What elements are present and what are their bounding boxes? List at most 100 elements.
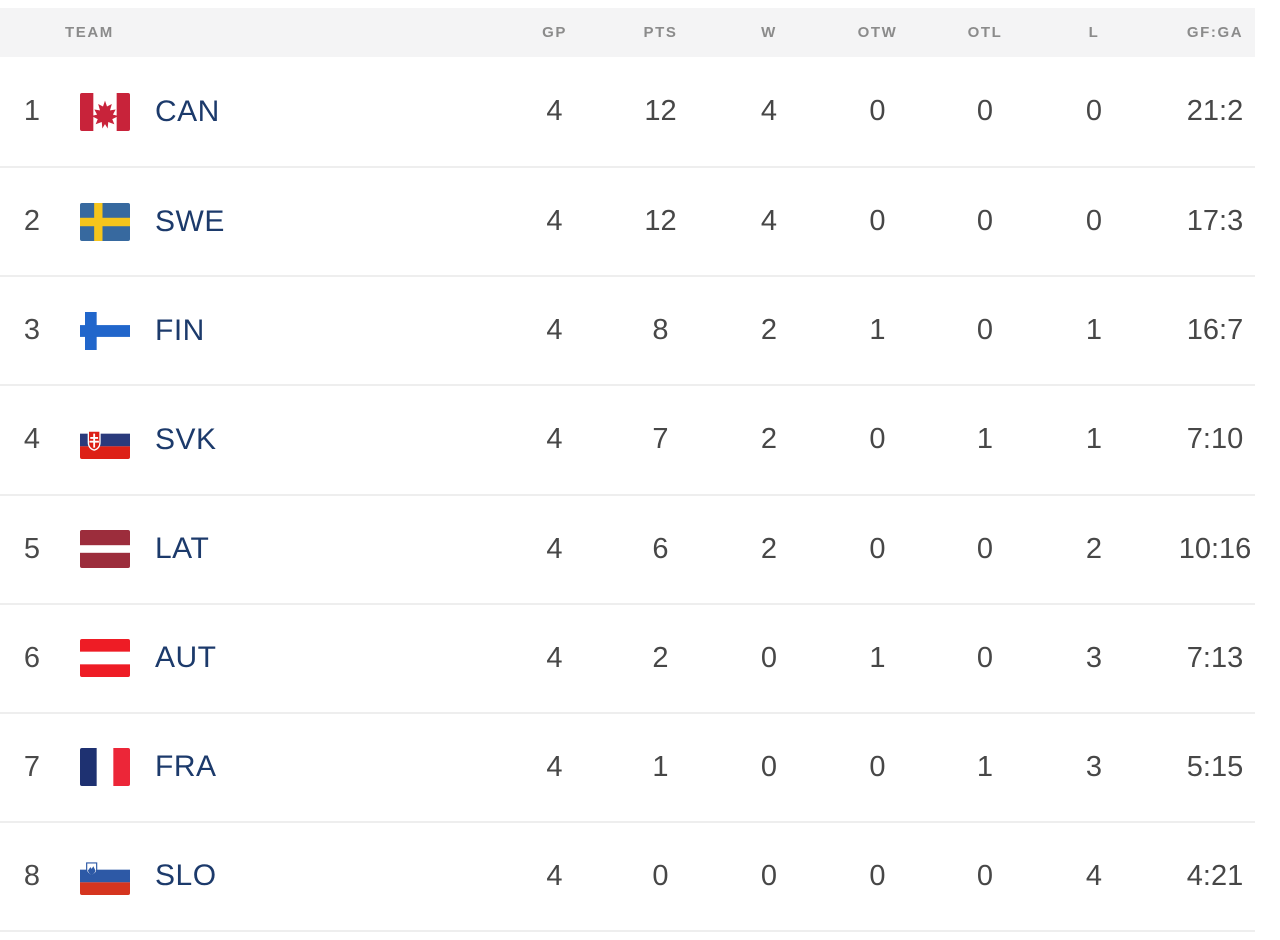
otw-cell: 0 xyxy=(869,205,886,238)
header-cell-otl: OTL xyxy=(967,24,1003,41)
team-code: FRA xyxy=(155,750,217,784)
pts-cell: 12 xyxy=(644,205,677,238)
table-row[interactable]: 5 LAT 4 6 2 0 0 2 10:16 xyxy=(0,493,1255,603)
flag-cell xyxy=(64,530,146,569)
gfga-cell: 17:3 xyxy=(1186,205,1244,238)
rank-cell: 3 xyxy=(23,314,41,347)
rank-cell: 1 xyxy=(23,95,41,128)
table-row[interactable]: 8 SLO 4 0 0 0 0 4 4:21 xyxy=(0,820,1255,930)
table-row[interactable]: 2 SWE 4 12 4 0 0 0 17:3 xyxy=(0,166,1255,275)
otw-cell: 1 xyxy=(869,314,886,347)
flag-fin-icon xyxy=(80,311,130,350)
rank-cell: 2 xyxy=(23,205,41,238)
gfga-cell: 7:13 xyxy=(1186,641,1244,674)
otl-cell: 1 xyxy=(976,423,994,456)
otw-cell: 1 xyxy=(869,641,886,674)
otw-cell: 0 xyxy=(869,423,886,456)
flag-cell xyxy=(64,92,146,131)
table-header: TEAM GP PTS W OTW OTL L GF:GA xyxy=(0,8,1255,57)
gfga-cell: 4:21 xyxy=(1186,859,1244,892)
flag-slo-icon xyxy=(80,857,130,896)
flag-aut-icon xyxy=(80,639,130,678)
l-cell: 0 xyxy=(1085,205,1103,238)
team-code: SVK xyxy=(155,422,217,456)
header-cell-pts: PTS xyxy=(643,24,678,41)
otw-cell: 0 xyxy=(869,95,886,128)
pts-cell: 1 xyxy=(652,750,669,783)
l-cell: 2 xyxy=(1085,532,1103,565)
gp-cell: 4 xyxy=(546,314,563,347)
gp-cell: 4 xyxy=(546,95,563,128)
otl-cell: 0 xyxy=(976,859,994,892)
otl-cell: 0 xyxy=(976,532,994,565)
w-cell: 0 xyxy=(760,641,778,674)
w-cell: 2 xyxy=(760,532,778,565)
l-cell: 3 xyxy=(1085,750,1103,783)
otl-cell: 0 xyxy=(976,314,994,347)
header-cell-gp: GP xyxy=(542,24,567,41)
table-row[interactable]: 7 FRA 4 1 0 0 1 3 5:15 xyxy=(0,711,1255,821)
w-cell: 4 xyxy=(760,205,778,238)
otl-cell: 0 xyxy=(976,95,994,128)
l-cell: 0 xyxy=(1085,95,1103,128)
flag-cell xyxy=(64,420,146,459)
flag-cell xyxy=(64,311,146,350)
gp-cell: 4 xyxy=(546,750,563,783)
header-cell-l: L xyxy=(1088,24,1100,41)
w-cell: 0 xyxy=(760,750,778,783)
otl-cell: 1 xyxy=(976,750,994,783)
gp-cell: 4 xyxy=(546,641,563,674)
flag-svk-icon xyxy=(80,420,130,459)
team-code: CAN xyxy=(155,94,220,128)
pts-cell: 6 xyxy=(652,532,669,565)
otw-cell: 0 xyxy=(869,750,886,783)
otl-cell: 0 xyxy=(976,641,994,674)
header-cell-team: TEAM xyxy=(65,24,114,41)
flag-lat-icon xyxy=(80,530,130,569)
pts-cell: 7 xyxy=(652,423,669,456)
header-cell-otw: OTW xyxy=(857,24,898,41)
team-code: SWE xyxy=(155,204,225,238)
w-cell: 4 xyxy=(760,95,778,128)
l-cell: 1 xyxy=(1085,314,1103,347)
otw-cell: 0 xyxy=(869,859,886,892)
gfga-cell: 16:7 xyxy=(1186,314,1244,347)
rank-cell: 7 xyxy=(23,750,41,783)
w-cell: 2 xyxy=(760,314,778,347)
rank-cell: 5 xyxy=(23,532,41,565)
table-row[interactable]: 6 AUT 4 2 0 1 0 3 7:13 xyxy=(0,602,1255,712)
w-cell: 2 xyxy=(760,423,778,456)
l-cell: 1 xyxy=(1085,423,1103,456)
team-code: SLO xyxy=(155,859,217,893)
l-cell: 4 xyxy=(1085,859,1103,892)
flag-swe-icon xyxy=(80,202,130,241)
table-row[interactable]: 1 CAN 4 12 4 0 0 0 21:2 xyxy=(0,57,1255,166)
gfga-cell: 10:16 xyxy=(1178,532,1252,565)
pts-cell: 12 xyxy=(644,95,677,128)
gp-cell: 4 xyxy=(546,205,563,238)
table-row[interactable]: 4 SVK 4 7 2 0 1 1 7:10 xyxy=(0,384,1255,493)
flag-can-icon xyxy=(80,92,130,131)
gfga-cell: 5:15 xyxy=(1186,750,1244,783)
pts-cell: 2 xyxy=(652,641,669,674)
rank-cell: 6 xyxy=(23,641,41,674)
otl-cell: 0 xyxy=(976,205,994,238)
rank-cell: 8 xyxy=(23,859,41,892)
pts-cell: 0 xyxy=(652,859,669,892)
rank-cell: 4 xyxy=(23,423,41,456)
team-code: LAT xyxy=(155,532,210,566)
team-code: AUT xyxy=(155,641,217,675)
table-row[interactable]: 3 FIN 4 8 2 1 0 1 16:7 xyxy=(0,275,1255,384)
otw-cell: 0 xyxy=(869,532,886,565)
table-body: 1 CAN 4 12 4 0 0 0 21:2 2 SWE 4 12 4 0 0… xyxy=(0,57,1255,932)
flag-cell xyxy=(64,639,146,678)
gp-cell: 4 xyxy=(546,423,563,456)
flag-cell xyxy=(64,748,146,787)
header-cell-w: W xyxy=(761,24,777,41)
gfga-cell: 7:10 xyxy=(1186,423,1244,456)
team-code: FIN xyxy=(155,313,205,347)
flag-cell xyxy=(64,857,146,896)
gp-cell: 4 xyxy=(546,532,563,565)
header-cell-gfga: GF:GA xyxy=(1186,24,1244,41)
flag-fra-icon xyxy=(80,748,130,787)
